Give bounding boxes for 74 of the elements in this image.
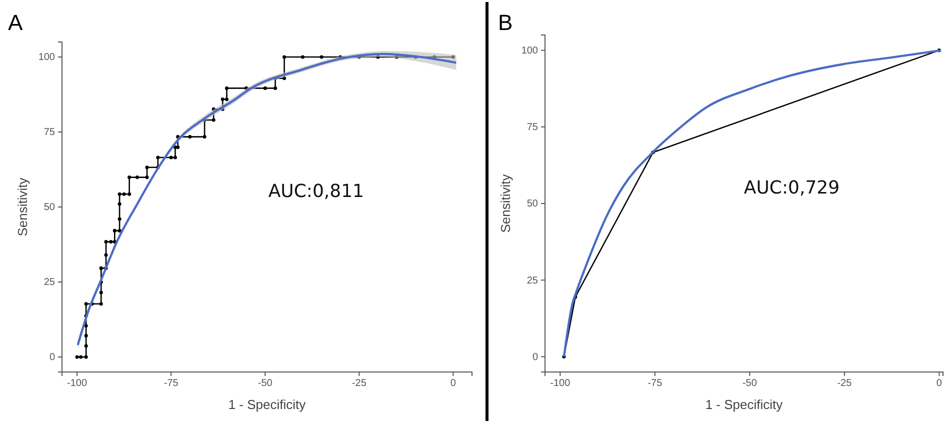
point — [99, 290, 103, 294]
x-tick-label: -50 — [258, 378, 273, 390]
point — [273, 86, 278, 90]
point — [202, 135, 206, 139]
point — [376, 55, 380, 59]
point — [212, 118, 216, 122]
y-tick-label: 100 — [38, 52, 56, 64]
annotation: AUC:0,811 — [268, 181, 364, 202]
point — [118, 202, 122, 206]
y-axis-title: Sensitivity — [15, 177, 30, 236]
point — [320, 55, 324, 59]
point — [145, 166, 149, 170]
point — [122, 192, 126, 196]
point — [145, 176, 149, 180]
point — [224, 86, 229, 90]
y-tick-label: 25 — [44, 277, 56, 288]
point — [84, 344, 88, 348]
x-tick-label: -75 — [164, 378, 179, 390]
point — [79, 355, 83, 359]
point — [176, 146, 180, 150]
annotation: AUC:0,729 — [744, 177, 840, 198]
point — [169, 156, 173, 160]
point — [84, 334, 88, 338]
point — [224, 98, 229, 102]
point — [99, 266, 103, 270]
y-tick-label: 0 — [49, 352, 56, 364]
point — [263, 86, 267, 90]
point — [109, 240, 113, 244]
x-axis-title: 1 - Specificity — [705, 397, 784, 412]
point — [282, 76, 286, 80]
y-tick-label: 0 — [532, 352, 538, 363]
point — [300, 55, 305, 59]
y-tick-label: 50 — [526, 198, 538, 210]
point — [118, 217, 122, 221]
point — [173, 156, 178, 160]
point — [135, 176, 140, 180]
y-tick-label: 100 — [521, 46, 538, 57]
point — [118, 228, 122, 232]
x-axis-title: 1 - Specificity — [228, 397, 306, 412]
y-axis-title: Sensitivity — [498, 174, 513, 233]
x-tick-label: -100 — [67, 378, 88, 390]
x-tick-label: -75 — [648, 378, 663, 390]
point — [112, 228, 116, 232]
x-tick-label: -50 — [742, 378, 758, 390]
point — [84, 324, 88, 328]
point — [282, 55, 286, 59]
y-tick-label: 25 — [526, 275, 538, 286]
chart-title: B — [498, 10, 513, 35]
point — [176, 135, 180, 139]
point — [220, 98, 224, 102]
point — [244, 86, 248, 90]
y-tick-label: 50 — [44, 202, 56, 214]
point — [394, 55, 399, 59]
x-tick-label: -25 — [837, 378, 852, 390]
point — [188, 135, 192, 139]
y-tick-label: 75 — [44, 127, 56, 138]
x-tick-label: -100 — [550, 378, 571, 390]
point — [104, 253, 108, 257]
point — [128, 176, 132, 180]
chart-title: A — [8, 10, 23, 35]
x-tick-label: 0 — [450, 378, 456, 390]
point — [84, 302, 88, 306]
y-tick-label: 75 — [526, 122, 538, 134]
point — [118, 192, 122, 196]
x-tick-label: 0 — [936, 378, 942, 390]
point — [212, 107, 216, 111]
point — [451, 55, 455, 59]
point — [99, 302, 103, 306]
x-tick-label: -25 — [352, 378, 367, 390]
point — [84, 355, 88, 359]
point — [104, 240, 108, 244]
point — [128, 192, 132, 196]
point — [75, 355, 79, 359]
point — [156, 156, 160, 160]
